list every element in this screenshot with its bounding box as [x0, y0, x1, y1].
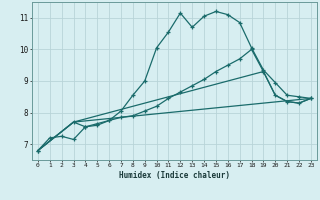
X-axis label: Humidex (Indice chaleur): Humidex (Indice chaleur)	[119, 171, 230, 180]
